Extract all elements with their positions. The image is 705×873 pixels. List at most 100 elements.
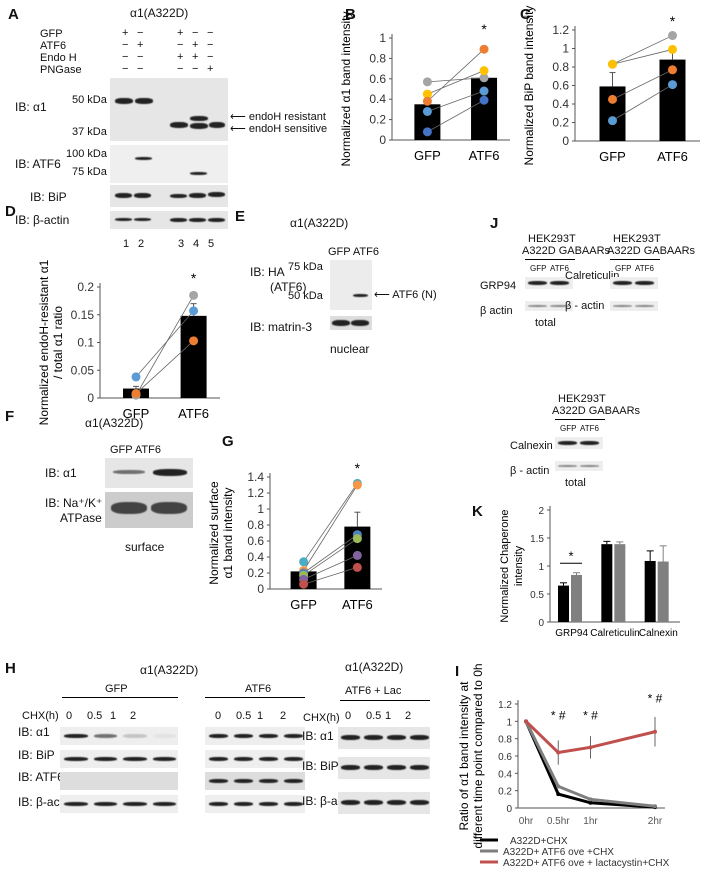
sign: + <box>177 27 184 39</box>
arrow-endoh-resistant: ⟵ endoH resistant <box>230 111 326 123</box>
h-right-ib-label: IB: BiP <box>302 759 339 773</box>
y-tick-label: 0 <box>257 582 264 596</box>
panel-e-columns: GFP ATF6 <box>328 246 379 258</box>
bar <box>180 315 207 398</box>
bar <box>601 544 613 622</box>
chx-time: 1 <box>257 710 264 722</box>
ib-nak-f: IB: Na⁺/K⁺ <box>45 496 103 510</box>
blot-nak <box>105 492 193 528</box>
j-blot <box>525 277 573 289</box>
data-point <box>668 65 677 75</box>
y-axis-label: Normalized Chaperone intensity <box>499 509 525 622</box>
panel-label-a: A <box>8 6 19 23</box>
data-point <box>479 86 489 96</box>
lane-number: 2 <box>138 238 145 250</box>
row-label-1: ATF6 <box>40 40 67 52</box>
chx-time: 0.5 <box>236 710 252 722</box>
endoh-resistant-label: endoH resistant <box>248 111 326 123</box>
y-tick-label: 1.4 <box>247 470 264 484</box>
y-tick-label: 0.8 <box>498 735 512 746</box>
legend-label: A322D+CHX <box>510 836 568 847</box>
row-label-3: PNGase <box>40 64 82 76</box>
y-tick-label: 0 <box>87 391 94 405</box>
chx-time: 0 <box>345 710 352 722</box>
j-col-atf6: ATF6 <box>635 264 654 273</box>
h-right-blot <box>338 757 430 779</box>
y-tick-label: 0.6 <box>247 534 264 548</box>
data-point <box>352 480 362 490</box>
panel-label-h: H <box>5 660 16 677</box>
sign: + <box>122 27 129 39</box>
sign: + <box>192 51 199 63</box>
data-point <box>422 89 432 99</box>
panel-a-title: α1(A322D) <box>130 6 189 20</box>
lane-number: 1 <box>123 238 130 250</box>
sign: − <box>122 39 129 51</box>
chx-time: 1 <box>110 710 117 722</box>
ib-ha-sub: (ATF6) <box>270 280 307 294</box>
ib-atpase-f: ATPase <box>60 511 102 525</box>
y-tick-label: 0 <box>562 134 569 148</box>
series-line <box>524 720 656 809</box>
data-point <box>556 792 561 797</box>
j-blot <box>610 277 658 289</box>
sign: + <box>192 39 199 51</box>
pair-line <box>303 483 358 563</box>
data-point <box>189 290 199 300</box>
bar <box>614 544 626 622</box>
panel-h-right-title: α1(A322D) <box>345 660 404 674</box>
panel-label-k: K <box>472 503 483 520</box>
data-point <box>131 372 141 382</box>
group-atf6-lac: ATF6 + Lac <box>345 685 402 697</box>
panel-label-f: F <box>5 408 15 425</box>
kda-75-e: 75 kDa <box>288 261 323 273</box>
significance-mark: * <box>355 460 361 476</box>
panel-label-i: I <box>455 663 460 680</box>
data-point <box>422 106 432 116</box>
data-point <box>588 800 593 805</box>
h-blot <box>60 795 178 813</box>
atf6n-label: ATF6 (N) <box>392 289 437 301</box>
h-blot <box>60 750 178 768</box>
panel-h-title: α1(A322D) <box>140 663 199 677</box>
y-tick-label: 0.4 <box>369 92 386 106</box>
blot-atf6 <box>110 145 228 183</box>
chx-time: 2 <box>280 710 287 722</box>
pair-line <box>427 70 485 95</box>
y-tick-label: 0.8 <box>247 518 264 532</box>
y-tick-label: 1 <box>506 717 512 728</box>
sign: − <box>137 27 144 39</box>
x-tick-label: 1hr <box>583 816 598 827</box>
y-tick-label: 0.2 <box>552 116 569 130</box>
h-ib-label: IB: BiP <box>18 748 55 762</box>
data-point <box>556 784 561 789</box>
endoh-sensitive-label: endoH sensitive <box>248 123 328 135</box>
y-tick-label: 0.8 <box>552 60 569 74</box>
sign: − <box>192 27 199 39</box>
sign: − <box>177 63 184 75</box>
panel-label-b: B <box>345 6 356 23</box>
data-point <box>588 797 593 802</box>
x-tick-label: GFP <box>123 406 150 421</box>
x-tick-label: ATF6 <box>342 597 373 612</box>
j-header2: A322D GABAARs <box>552 405 641 417</box>
x-tick-label: 0.5hr <box>547 816 570 827</box>
ib-atf6-label: IB: ATF6 <box>15 157 61 171</box>
panel-e-footer: nuclear <box>330 342 370 356</box>
panel-e-title: α1(A322D) <box>290 216 349 230</box>
data-point <box>479 95 489 105</box>
y-axis-label: Ratio of α1 band intensity atdifferent t… <box>457 663 485 848</box>
legend-label: A322D+ ATF6 ove +CHX <box>503 847 614 858</box>
y-tick-label: 0.2 <box>247 566 264 580</box>
ib-ha-label: IB: HA <box>250 265 285 279</box>
blot-ha <box>330 260 372 310</box>
y-axis-label: Normalized endoH-resistant α1/ total α1 … <box>37 259 65 425</box>
kda-75: 75 kDa <box>72 166 107 178</box>
data-point <box>608 94 617 104</box>
significance-mark: * <box>568 548 573 563</box>
blot-alpha1-surface <box>105 458 193 488</box>
panel-label-c: C <box>520 6 531 23</box>
kda-100: 100 kDa <box>66 148 107 160</box>
x-tick-label: ATF6 <box>469 148 500 163</box>
